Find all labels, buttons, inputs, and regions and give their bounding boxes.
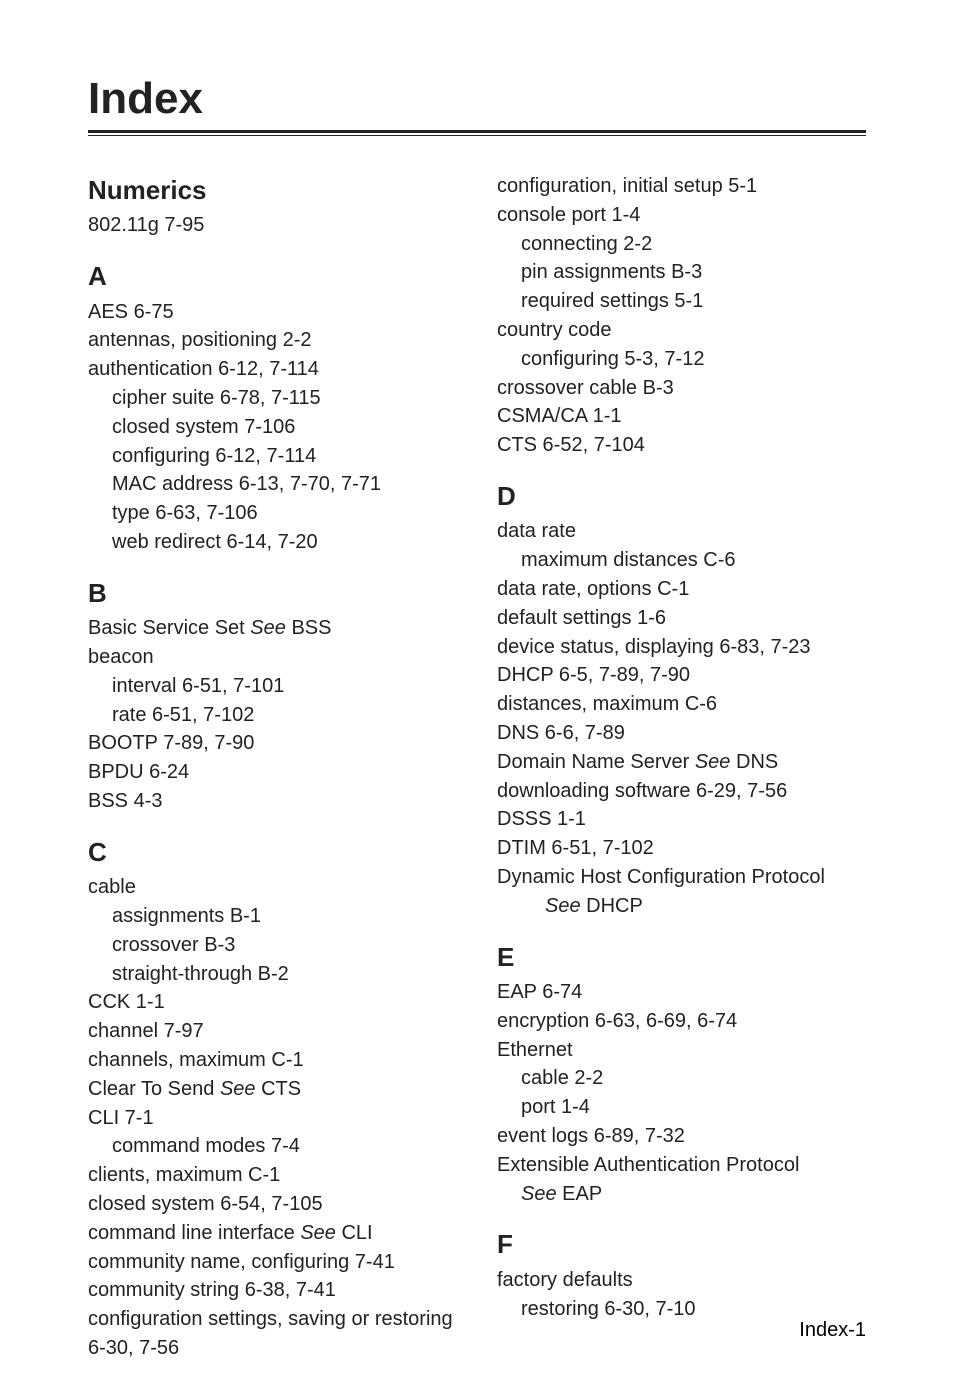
columns: Numerics 802.11g 7-95 A AES 6-75 antenna… (88, 172, 866, 1363)
index-page: Index Numerics 802.11g 7-95 A AES 6-75 a… (0, 0, 954, 1388)
index-entry: BOOTP 7-89, 7-90 (88, 729, 457, 758)
index-entry: CTS 6-52, 7-104 (497, 431, 866, 460)
see-text: See (521, 1183, 557, 1205)
index-entry: cable (88, 873, 457, 902)
index-subentry: interval 6-51, 7-101 (88, 672, 457, 701)
index-subentry: connecting 2-2 (497, 230, 866, 259)
entry-text: command line interface (88, 1222, 300, 1244)
index-subentry: web redirect 6-14, 7-20 (88, 528, 457, 557)
index-entry: 802.11g 7-95 (88, 211, 457, 240)
index-subentry: See DHCP (497, 892, 866, 921)
section-a: A (88, 258, 457, 295)
page-footer: Index-1 (799, 1319, 866, 1342)
index-entry: DNS 6-6, 7-89 (497, 719, 866, 748)
index-entry: DHCP 6-5, 7-89, 7-90 (497, 661, 866, 690)
index-subentry: type 6-63, 7-106 (88, 499, 457, 528)
left-column: Numerics 802.11g 7-95 A AES 6-75 antenna… (88, 172, 457, 1363)
index-entry: CCK 1-1 (88, 988, 457, 1017)
index-entry: configuration settings, saving or restor… (88, 1305, 457, 1363)
entry-text: Extensible Authentication Protocol (497, 1154, 799, 1176)
index-entry: data rate, options C-1 (497, 575, 866, 604)
index-subentry: maximum distances C-6 (497, 546, 866, 575)
index-entry: CLI 7-1 (88, 1104, 457, 1133)
index-entry: default settings 1-6 (497, 604, 866, 633)
section-c: C (88, 834, 457, 871)
index-entry: antennas, positioning 2-2 (88, 326, 457, 355)
index-entry: DSSS 1-1 (497, 805, 866, 834)
see-text: See (300, 1222, 336, 1244)
index-entry: authentication 6-12, 7-114 (88, 355, 457, 384)
index-entry: console port 1-4 (497, 201, 866, 230)
index-entry: beacon (88, 643, 457, 672)
index-entry: Basic Service Set See BSS (88, 614, 457, 643)
index-entry: distances, maximum C-6 (497, 690, 866, 719)
entry-text: CTS (256, 1078, 302, 1100)
index-entry: community name, configuring 7-41 (88, 1248, 457, 1277)
entry-text: Dynamic Host Configuration Protocol (497, 866, 825, 888)
index-entry: Dynamic Host Configuration Protocol (497, 863, 866, 892)
index-entry: CSMA/CA 1-1 (497, 402, 866, 431)
index-entry: closed system 6-54, 7-105 (88, 1190, 457, 1219)
index-entry: encryption 6-63, 6-69, 6-74 (497, 1007, 866, 1036)
index-entry: Domain Name Server See DNS (497, 748, 866, 777)
index-entry: channel 7-97 (88, 1017, 457, 1046)
index-subentry: pin assignments B-3 (497, 258, 866, 287)
section-f: F (497, 1226, 866, 1263)
entry-text: CLI (336, 1222, 373, 1244)
index-entry: clients, maximum C-1 (88, 1161, 457, 1190)
index-entry: country code (497, 316, 866, 345)
entry-text: Basic Service Set (88, 617, 250, 639)
title-rule-thick (88, 130, 866, 133)
index-subentry: straight-through B-2 (88, 960, 457, 989)
entry-text: DNS (730, 751, 778, 773)
section-e: E (497, 939, 866, 976)
index-entry: EAP 6-74 (497, 978, 866, 1007)
index-subentry: configuring 6-12, 7-114 (88, 442, 457, 471)
index-entry: factory defaults (497, 1266, 866, 1295)
index-entry: channels, maximum C-1 (88, 1046, 457, 1075)
index-subentry: MAC address 6-13, 7-70, 7-71 (88, 470, 457, 499)
index-entry: data rate (497, 517, 866, 546)
index-subentry: configuring 5-3, 7-12 (497, 345, 866, 374)
section-d: D (497, 478, 866, 515)
index-entry: DTIM 6-51, 7-102 (497, 834, 866, 863)
index-subentry: assignments B-1 (88, 902, 457, 931)
section-b: B (88, 575, 457, 612)
section-numerics: Numerics (88, 172, 457, 209)
index-entry: downloading software 6-29, 7-56 (497, 777, 866, 806)
see-text: See (695, 751, 731, 773)
index-subentry: crossover B-3 (88, 931, 457, 960)
see-text: See (220, 1078, 256, 1100)
entry-text: BSS (286, 617, 332, 639)
right-column: configuration, initial setup 5-1 console… (497, 172, 866, 1363)
index-entry: community string 6-38, 7-41 (88, 1276, 457, 1305)
entry-text: EAP (557, 1183, 603, 1205)
index-entry: device status, displaying 6-83, 7-23 (497, 633, 866, 662)
title-rule-thin (88, 135, 866, 136)
index-subentry: command modes 7-4 (88, 1132, 457, 1161)
index-subentry: required settings 5-1 (497, 287, 866, 316)
see-text: See (250, 617, 286, 639)
see-text: See (545, 895, 581, 917)
page-title: Index (88, 74, 866, 124)
index-entry: AES 6-75 (88, 298, 457, 327)
index-entry: Extensible Authentication Protocol (497, 1151, 866, 1180)
entry-text: Domain Name Server (497, 751, 695, 773)
entry-text: DHCP (581, 895, 643, 917)
index-subentry: rate 6-51, 7-102 (88, 701, 457, 730)
index-subentry: cable 2-2 (497, 1064, 866, 1093)
index-entry: Ethernet (497, 1036, 866, 1065)
index-entry: crossover cable B-3 (497, 374, 866, 403)
index-subentry: port 1-4 (497, 1093, 866, 1122)
index-entry: BPDU 6-24 (88, 758, 457, 787)
entry-text: Clear To Send (88, 1078, 220, 1100)
index-entry: Clear To Send See CTS (88, 1075, 457, 1104)
index-subentry: closed system 7-106 (88, 413, 457, 442)
index-subentry: See EAP (497, 1180, 866, 1209)
index-entry: BSS 4-3 (88, 787, 457, 816)
index-subentry: cipher suite 6-78, 7-115 (88, 384, 457, 413)
index-entry: event logs 6-89, 7-32 (497, 1122, 866, 1151)
index-entry: command line interface See CLI (88, 1219, 457, 1248)
index-entry: configuration, initial setup 5-1 (497, 172, 866, 201)
